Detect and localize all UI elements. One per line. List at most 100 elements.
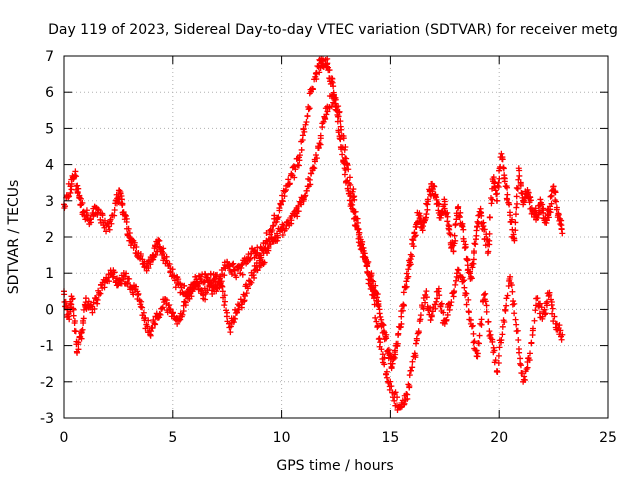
data-point	[483, 308, 490, 315]
data-point	[239, 271, 246, 278]
data-point	[75, 346, 82, 353]
data-point	[425, 198, 432, 205]
data-point	[553, 206, 560, 213]
data-point	[485, 318, 492, 325]
data-point	[509, 216, 516, 223]
x-axis-label: GPS time / hours	[276, 458, 393, 474]
data-point	[438, 300, 445, 307]
data-point	[486, 214, 493, 221]
data-point	[302, 192, 309, 199]
data-point	[149, 325, 156, 332]
x-tick-label: 25	[599, 430, 617, 446]
data-point	[371, 301, 378, 308]
data-point	[301, 128, 308, 135]
data-point	[404, 391, 411, 398]
data-point	[228, 271, 235, 278]
data-point	[292, 166, 299, 173]
data-point	[357, 240, 364, 247]
data-point	[364, 260, 371, 267]
data-point	[340, 135, 347, 142]
data-point	[263, 229, 270, 236]
data-point	[512, 211, 519, 218]
data-point	[308, 170, 315, 177]
data-point	[419, 302, 426, 309]
data-point	[71, 317, 78, 324]
data-point	[67, 189, 74, 196]
data-point	[258, 254, 265, 261]
data-point	[281, 188, 288, 195]
data-point	[157, 311, 164, 318]
data-point	[402, 284, 409, 291]
data-point	[421, 217, 428, 224]
data-point	[326, 67, 333, 74]
data-point	[451, 288, 458, 295]
data-point	[469, 264, 476, 271]
data-point	[347, 181, 354, 188]
data-point	[270, 222, 277, 229]
data-point	[499, 331, 506, 338]
data-point	[246, 256, 253, 263]
y-tick-label: 4	[45, 158, 54, 174]
data-point	[436, 201, 443, 208]
data-point	[368, 286, 375, 293]
data-point	[89, 309, 96, 316]
data-point	[233, 274, 240, 281]
data-point	[492, 357, 499, 364]
data-point	[526, 193, 533, 200]
data-point	[453, 270, 460, 277]
data-point	[524, 364, 531, 371]
data-point	[476, 340, 483, 347]
data-point	[536, 303, 543, 310]
data-point	[529, 332, 536, 339]
x-tick-label: 0	[60, 430, 69, 446]
data-point	[480, 291, 487, 298]
data-point	[378, 346, 385, 353]
data-point	[511, 237, 518, 244]
data-point	[374, 291, 381, 298]
data-point	[82, 295, 89, 302]
data-point	[413, 337, 420, 344]
data-point	[214, 271, 221, 278]
data-point	[150, 317, 157, 324]
y-tick-label: -1	[40, 339, 54, 355]
y-tick-label: -2	[40, 375, 54, 391]
data-point	[85, 212, 92, 219]
data-point	[489, 336, 496, 343]
data-point	[509, 301, 516, 308]
data-point	[420, 223, 427, 230]
data-point	[278, 201, 285, 208]
data-point	[370, 278, 377, 285]
data-point	[500, 165, 507, 172]
data-point	[409, 364, 416, 371]
data-point	[398, 313, 405, 320]
data-point	[482, 290, 489, 297]
data-point	[312, 152, 319, 159]
data-point	[238, 304, 245, 311]
data-point	[460, 238, 467, 245]
data-point	[501, 319, 508, 326]
data-point	[448, 299, 455, 306]
data-point	[96, 289, 103, 296]
data-point	[551, 313, 558, 320]
data-point	[501, 175, 508, 182]
data-point	[106, 226, 113, 233]
data-point	[219, 288, 226, 295]
data-point	[163, 253, 170, 260]
data-point	[471, 240, 478, 247]
data-point	[513, 204, 520, 211]
data-point	[265, 244, 272, 251]
data-point	[455, 203, 462, 210]
data-point	[316, 140, 323, 147]
data-point	[261, 259, 268, 266]
data-point	[557, 327, 564, 334]
data-point	[511, 310, 518, 317]
data-point	[145, 265, 152, 272]
data-point	[557, 221, 564, 228]
data-point	[512, 316, 519, 323]
x-tick-label: 10	[273, 430, 291, 446]
data-point	[558, 336, 565, 343]
data-point	[403, 283, 410, 290]
data-point	[513, 184, 520, 191]
data-point	[417, 312, 424, 319]
data-point	[132, 283, 139, 290]
